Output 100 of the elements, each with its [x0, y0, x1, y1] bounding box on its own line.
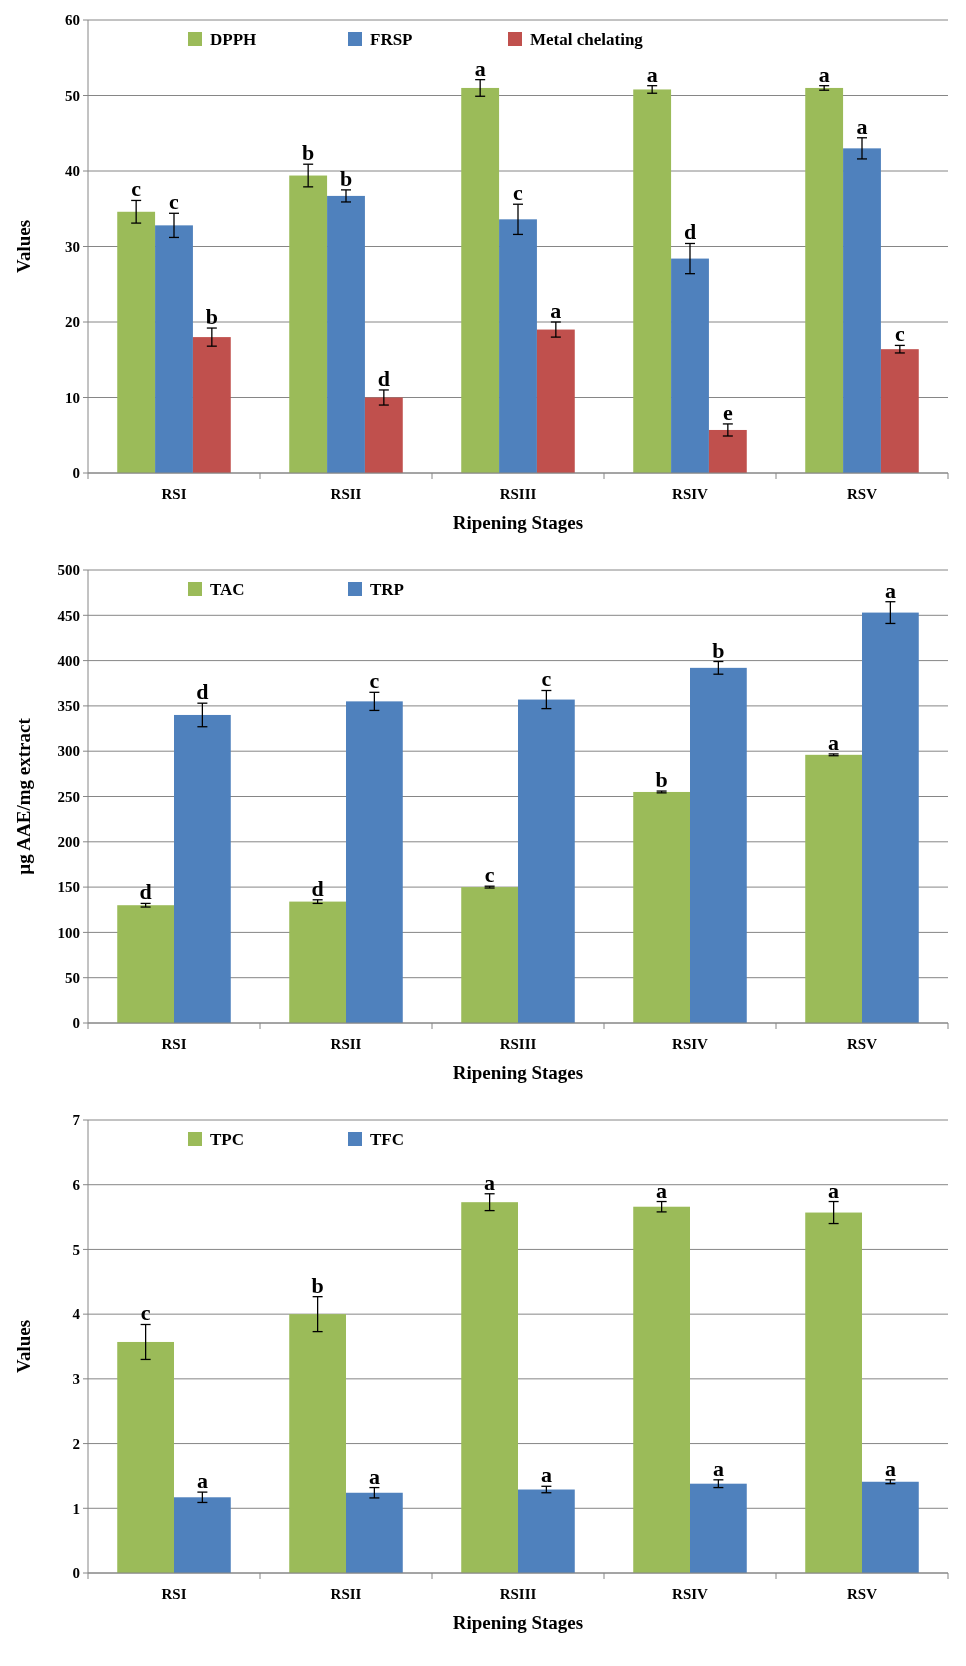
- data-label: e: [722, 399, 733, 425]
- bar: [174, 1497, 231, 1573]
- y-axis-title: Values: [13, 219, 34, 274]
- bar: [690, 667, 747, 1023]
- y-tick-label: 50: [65, 969, 80, 986]
- bar: [346, 701, 403, 1023]
- bar: [805, 754, 862, 1023]
- bar: [499, 219, 537, 473]
- data-label: a: [474, 55, 486, 81]
- x-tick-label: RSI: [161, 486, 187, 502]
- y-tick-label: 5: [72, 1241, 80, 1258]
- data-label: c: [369, 668, 380, 694]
- data-label: a: [484, 1169, 496, 1195]
- bar: [192, 337, 231, 473]
- data-label: a: [550, 298, 562, 323]
- data-label: c: [169, 189, 180, 215]
- data-label: b: [302, 140, 315, 166]
- data-label: d: [196, 679, 209, 705]
- data-label: c: [484, 862, 495, 888]
- y-tick-label: 30: [65, 238, 80, 255]
- bar: [690, 1483, 747, 1573]
- data-label: c: [131, 176, 142, 202]
- x-tick-label: RSV: [846, 1036, 878, 1052]
- data-label: a: [656, 1177, 668, 1203]
- x-axis-title: Ripening Stages: [452, 512, 584, 533]
- bar: [633, 1206, 690, 1573]
- data-label: c: [894, 321, 905, 347]
- bar: [117, 1341, 174, 1573]
- x-tick-label: RSIV: [672, 1586, 709, 1602]
- bar: [843, 148, 881, 473]
- data-label: c: [140, 1300, 151, 1326]
- data-label: d: [139, 879, 152, 905]
- data-label: a: [368, 1463, 380, 1489]
- y-tick-label: 0: [72, 465, 80, 482]
- x-tick-label: RSII: [330, 486, 362, 502]
- bar: [671, 258, 709, 473]
- y-tick-label: 0: [72, 1565, 80, 1582]
- data-label: a: [828, 729, 840, 755]
- y-tick-label: 7: [72, 1112, 81, 1129]
- bar: [289, 901, 346, 1023]
- x-tick-label: RSIII: [499, 1586, 537, 1602]
- y-tick-label: 40: [65, 163, 80, 180]
- data-label: b: [339, 165, 353, 191]
- y-tick-label: 6: [72, 1176, 81, 1193]
- data-label: c: [541, 666, 552, 692]
- data-label: b: [655, 767, 668, 793]
- bar: [862, 1481, 919, 1573]
- x-tick-label: RSI: [161, 1036, 187, 1052]
- legend-label: TRP: [370, 579, 404, 599]
- data-label: a: [646, 61, 658, 87]
- y-tick-label: 50: [65, 87, 80, 104]
- data-label: a: [818, 61, 830, 87]
- x-axis-title: Ripening Stages: [452, 1062, 584, 1083]
- bar: [461, 1202, 518, 1573]
- y-tick-label: 250: [57, 788, 80, 805]
- x-tick-label: RSV: [846, 486, 878, 502]
- x-tick-label: RSI: [161, 1586, 187, 1602]
- bar: [805, 1212, 862, 1573]
- data-label: d: [377, 365, 390, 391]
- legend-label: TAC: [210, 579, 245, 599]
- data-label: a: [828, 1177, 840, 1203]
- bar: [461, 887, 518, 1023]
- x-tick-label: RSII: [330, 1036, 362, 1052]
- y-axis-title: Values: [13, 1319, 34, 1374]
- x-tick-label: RSV: [846, 1586, 878, 1602]
- y-tick-label: 400: [57, 652, 80, 669]
- bar: [117, 905, 174, 1023]
- data-label: a: [712, 1455, 724, 1481]
- data-label: d: [683, 219, 697, 245]
- bar: [155, 225, 193, 473]
- x-tick-label: RSII: [330, 1586, 362, 1602]
- x-tick-label: RSIII: [499, 1036, 537, 1052]
- legend-label: Metal chelating: [530, 29, 644, 49]
- bar: [518, 699, 575, 1023]
- data-label: c: [513, 180, 524, 206]
- bar: [633, 791, 690, 1023]
- data-label: a: [196, 1468, 208, 1494]
- legend-label: TPC: [210, 1129, 244, 1149]
- y-tick-label: 60: [65, 12, 80, 29]
- data-label: b: [712, 637, 725, 663]
- data-label: d: [311, 875, 324, 901]
- legend-label: DPPH: [210, 29, 257, 49]
- bar: [117, 211, 156, 473]
- x-tick-label: RSIV: [672, 486, 709, 502]
- bar: [289, 175, 328, 473]
- y-tick-label: 150: [57, 879, 80, 896]
- y-tick-label: 200: [57, 834, 80, 851]
- y-tick-label: 300: [57, 743, 80, 760]
- y-tick-label: 100: [57, 924, 80, 941]
- x-axis-title: Ripening Stages: [452, 1612, 584, 1633]
- y-tick-label: 500: [57, 562, 80, 579]
- y-tick-label: 1: [72, 1500, 80, 1517]
- y-tick-label: 0: [72, 1015, 80, 1032]
- legend-label: TFC: [370, 1129, 404, 1149]
- data-label: a: [856, 113, 868, 139]
- legend-label: FRSP: [370, 29, 413, 49]
- y-tick-label: 3: [72, 1371, 80, 1388]
- y-tick-label: 350: [57, 698, 80, 715]
- bar: [289, 1314, 346, 1573]
- x-tick-label: RSIV: [672, 1036, 709, 1052]
